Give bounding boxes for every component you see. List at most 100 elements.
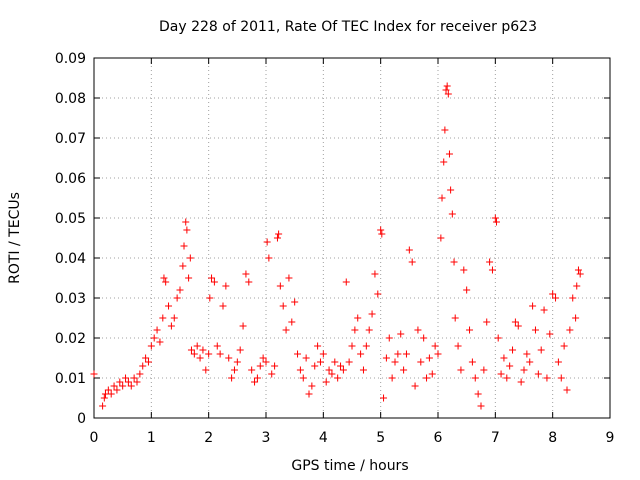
data-point xyxy=(560,342,568,350)
data-point xyxy=(523,350,531,358)
data-point xyxy=(382,354,390,362)
data-point xyxy=(239,322,247,330)
data-point xyxy=(150,334,158,342)
data-point xyxy=(365,326,373,334)
data-point xyxy=(468,358,476,366)
data-point xyxy=(205,350,213,358)
data-point xyxy=(185,274,193,282)
data-point xyxy=(127,382,135,390)
data-point xyxy=(147,342,155,350)
data-point xyxy=(279,302,287,310)
data-point xyxy=(193,342,201,350)
data-point xyxy=(213,342,221,350)
data-point xyxy=(543,374,551,382)
data-point xyxy=(291,298,299,306)
data-point xyxy=(397,330,405,338)
y-tick-label: 0.08 xyxy=(55,91,86,107)
y-tick-label: 0.01 xyxy=(55,371,86,387)
data-point xyxy=(119,382,127,390)
data-point xyxy=(563,386,571,394)
data-point xyxy=(572,314,580,322)
data-point xyxy=(511,318,519,326)
y-tick-label: 0.02 xyxy=(55,331,86,347)
data-point xyxy=(100,394,108,402)
data-point xyxy=(305,390,313,398)
x-tick-label: 9 xyxy=(606,430,615,446)
data-point xyxy=(316,358,324,366)
data-point xyxy=(182,218,190,226)
data-point xyxy=(497,370,505,378)
data-point xyxy=(285,274,293,282)
data-point xyxy=(251,378,259,386)
data-point xyxy=(144,358,152,366)
data-point xyxy=(342,278,350,286)
grid-lines xyxy=(94,58,610,418)
x-tick-label: 1 xyxy=(147,430,156,446)
data-point xyxy=(130,374,138,382)
data-point xyxy=(173,294,181,302)
data-point xyxy=(190,350,198,358)
data-point xyxy=(488,266,496,274)
data-point xyxy=(420,334,428,342)
data-point xyxy=(385,334,393,342)
data-point xyxy=(271,362,279,370)
data-point xyxy=(196,354,204,362)
data-point xyxy=(296,366,304,374)
data-point xyxy=(414,326,422,334)
data-point xyxy=(187,346,195,354)
data-point xyxy=(380,394,388,402)
data-point xyxy=(378,230,386,238)
data-point xyxy=(573,282,581,290)
data-point xyxy=(219,302,227,310)
data-point xyxy=(374,290,382,298)
data-point xyxy=(113,386,121,394)
data-point xyxy=(509,346,517,354)
data-point xyxy=(362,342,370,350)
data-point xyxy=(425,354,433,362)
data-point xyxy=(216,350,224,358)
data-point xyxy=(394,350,402,358)
data-point xyxy=(423,374,431,382)
data-point xyxy=(268,370,276,378)
data-point xyxy=(133,378,141,386)
data-point xyxy=(566,326,574,334)
data-point xyxy=(179,262,187,270)
y-tick-label: 0.07 xyxy=(55,131,86,147)
data-point xyxy=(457,366,465,374)
plot-frame xyxy=(93,57,611,419)
data-point xyxy=(574,266,582,274)
data-point xyxy=(136,370,144,378)
data-point xyxy=(480,366,488,374)
data-point xyxy=(371,270,379,278)
data-point xyxy=(319,350,327,358)
data-point xyxy=(554,358,562,366)
data-point xyxy=(256,362,264,370)
data-point xyxy=(186,254,194,262)
data-point xyxy=(517,378,525,386)
x-tick-label: 8 xyxy=(548,430,557,446)
data-point xyxy=(159,314,167,322)
data-point xyxy=(275,230,283,238)
data-point xyxy=(445,150,453,158)
data-point xyxy=(99,402,107,410)
data-point xyxy=(299,374,307,382)
data-point xyxy=(444,90,452,98)
data-point xyxy=(210,278,218,286)
data-point xyxy=(245,278,253,286)
data-point xyxy=(183,226,191,234)
data-point xyxy=(402,350,410,358)
data-point xyxy=(454,342,462,350)
data-point xyxy=(460,266,468,274)
data-point xyxy=(576,270,584,278)
data-point xyxy=(253,374,261,382)
data-point xyxy=(236,346,244,354)
data-point xyxy=(491,214,499,222)
data-point xyxy=(557,374,565,382)
data-point xyxy=(328,370,336,378)
data-point xyxy=(428,370,436,378)
data-point xyxy=(142,354,150,362)
x-axis-label: GPS time / hours xyxy=(291,458,408,474)
data-point xyxy=(233,358,241,366)
x-tick-label: 7 xyxy=(491,430,500,446)
data-point xyxy=(494,334,502,342)
